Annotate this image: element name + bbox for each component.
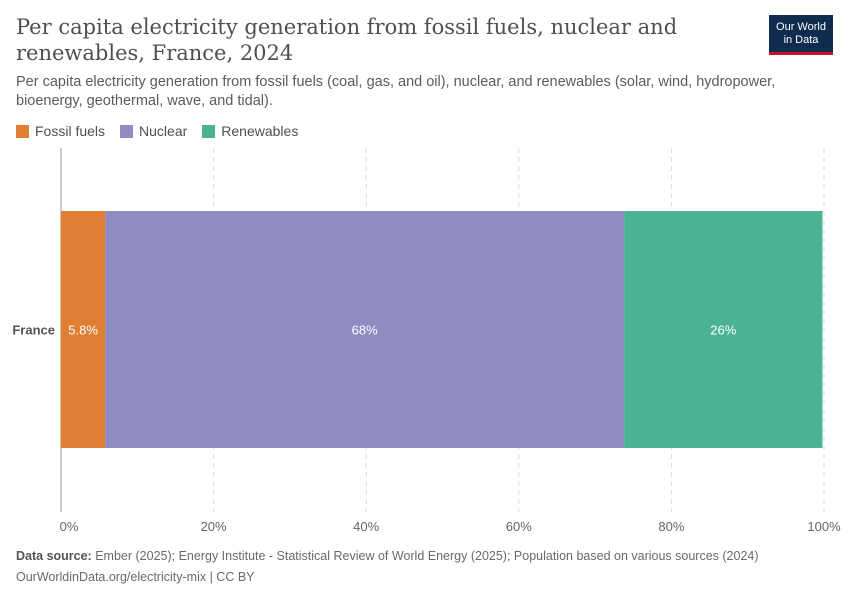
legend: Fossil fuels Nuclear Renewables: [16, 123, 298, 139]
bar-segment: [61, 211, 106, 448]
legend-item-nuclear[interactable]: Nuclear: [120, 123, 187, 139]
data-label: 68%: [352, 323, 378, 338]
data-label: 26%: [710, 323, 736, 338]
bar-segment: [624, 211, 823, 448]
data-source-label: Data source:: [16, 549, 92, 563]
source-url[interactable]: OurWorldinData.org/electricity-mix | CC …: [16, 570, 255, 584]
data-source-text: Ember (2025); Energy Institute - Statist…: [95, 549, 759, 563]
legend-swatch-nuclear: [120, 124, 134, 138]
stacked-bar-chart: 0% 20% 40% 60% 80% 100% France 5.8% 68% 26%: [12, 148, 841, 534]
x-tick-label: 0%: [60, 519, 79, 534]
bar-segment: [105, 211, 625, 448]
x-tick-label: 80%: [658, 519, 684, 534]
data-label: 5.8%: [68, 323, 98, 338]
legend-item-fossil-fuels[interactable]: Fossil fuels: [16, 123, 105, 139]
legend-label-renewables: Renewables: [221, 123, 299, 139]
x-tick-label: 20%: [201, 519, 227, 534]
category-label: France: [12, 323, 55, 338]
legend-swatch-fossil-fuels: [16, 124, 29, 138]
data-source: Data source: Ember (2025); Energy Instit…: [16, 548, 759, 564]
owid-logo[interactable]: Our World in Data: [769, 15, 833, 55]
logo-line-1: Our World: [776, 20, 826, 33]
chart-subtitle: Per capita electricity generation from f…: [16, 74, 776, 109]
x-tick-label: 40%: [353, 519, 379, 534]
legend-label-fossil-fuels: Fossil fuels: [35, 123, 106, 139]
logo-line-2: in Data: [783, 33, 819, 46]
x-tick-label: 100%: [807, 519, 841, 534]
x-tick-label: 60%: [506, 519, 532, 534]
legend-item-renewables[interactable]: Renewables: [202, 123, 298, 139]
chart-title: Per capita electricity generation from f…: [16, 15, 678, 65]
legend-swatch-renewables: [202, 124, 216, 138]
legend-label-nuclear: Nuclear: [139, 123, 188, 139]
